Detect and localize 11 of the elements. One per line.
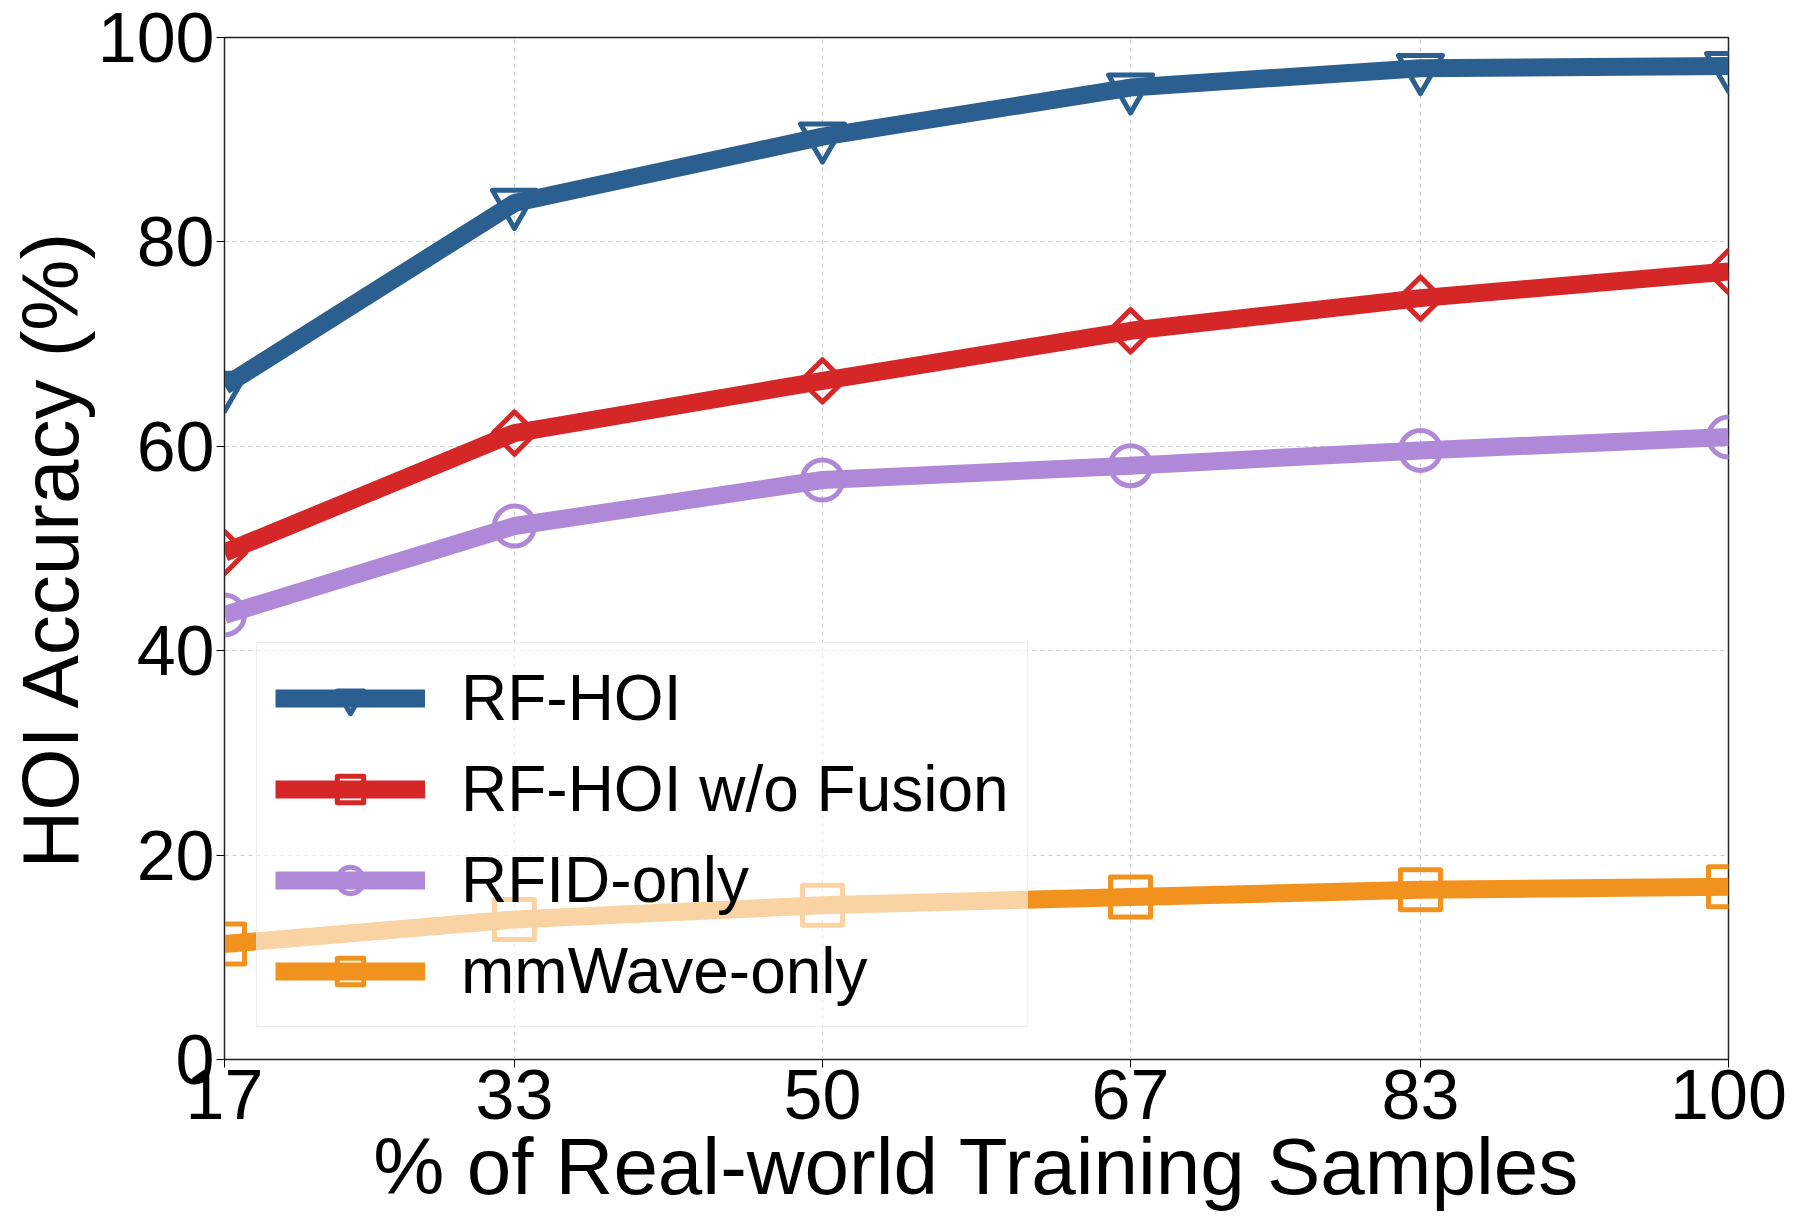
legend-label: RF-HOI w/o Fusion [461,752,1009,826]
legend-label: RF-HOI [461,661,682,735]
legend-label: mmWave-only [461,934,868,1008]
y-tick-label: 100 [97,0,215,77]
y-axis-title: HOI Accuracy (%) [5,232,95,869]
y-tick-label: 40 [136,612,215,691]
y-tick-label: 20 [136,816,215,895]
legend-label: RFID-only [461,843,750,917]
y-tick-label: 80 [136,203,215,282]
x-tick-label: 100 [1670,1055,1787,1134]
y-tick-label: 60 [136,407,215,486]
